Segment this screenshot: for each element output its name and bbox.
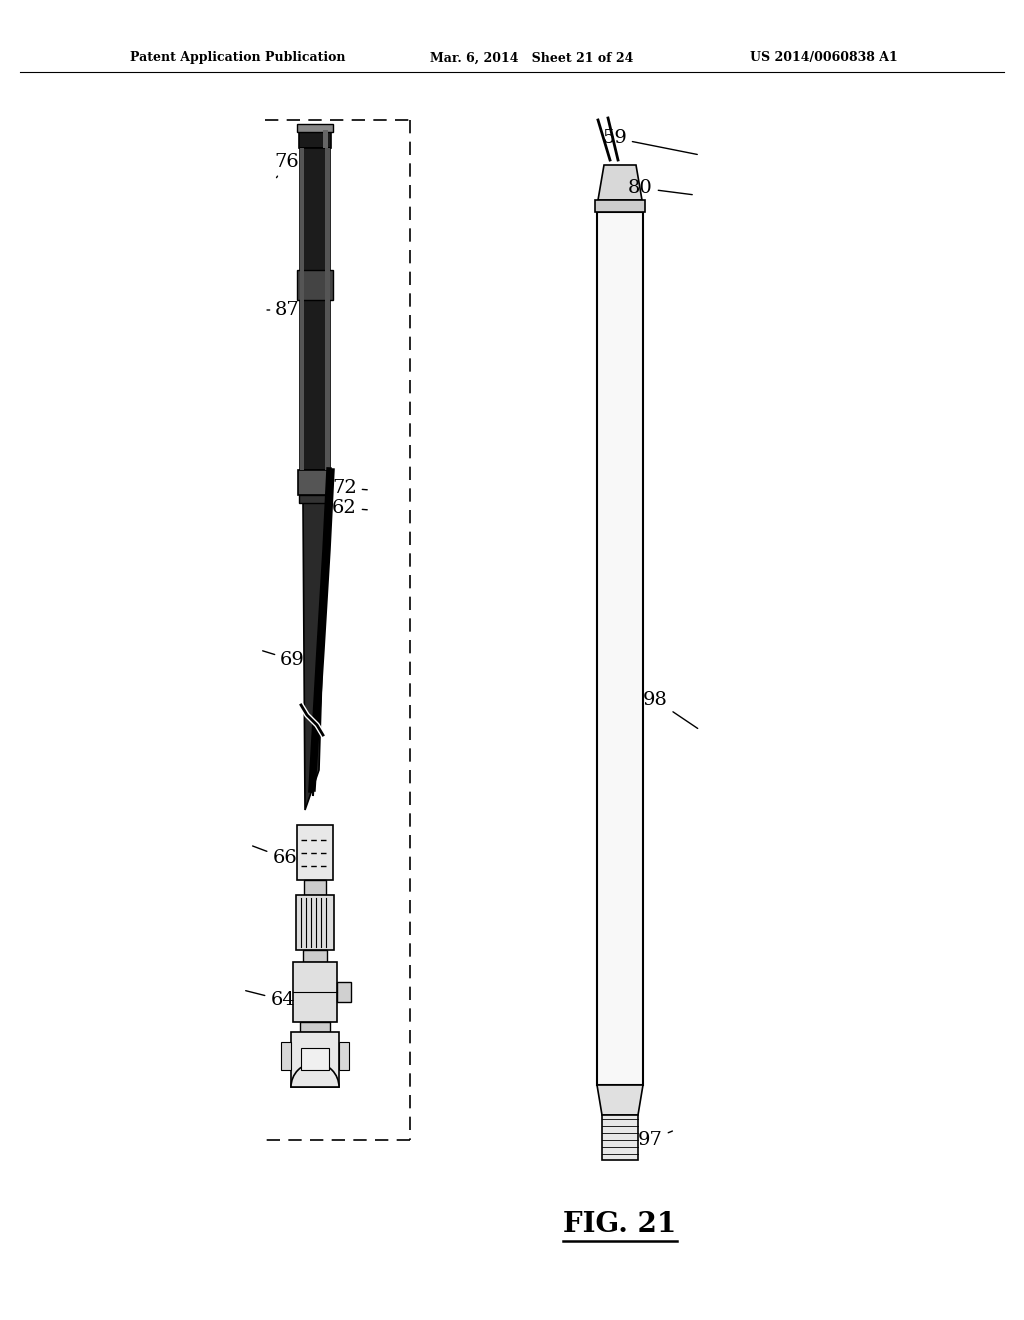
Bar [602,1115,638,1160]
Text: Patent Application Publication: Patent Application Publication [130,51,345,65]
Bar [281,1041,291,1071]
Text: 97: 97 [638,1131,673,1148]
Bar [300,148,330,470]
Text: 66: 66 [253,846,297,867]
Bar [300,148,304,470]
Text: 69: 69 [263,651,305,669]
Text: FIG. 21: FIG. 21 [563,1212,677,1238]
Text: 76: 76 [274,153,299,178]
Bar [595,201,645,213]
Bar [296,895,334,950]
Bar [339,1041,349,1071]
Bar [303,950,327,962]
Bar [301,1048,329,1071]
Bar [337,982,351,1002]
Polygon shape [597,1085,643,1115]
Bar [299,495,331,503]
Bar [323,129,328,148]
Bar [297,124,333,132]
Text: 98: 98 [643,690,697,729]
Bar [298,470,332,495]
Polygon shape [303,503,327,810]
Text: Mar. 6, 2014   Sheet 21 of 24: Mar. 6, 2014 Sheet 21 of 24 [430,51,634,65]
Text: 87: 87 [267,301,300,319]
Bar [304,880,326,895]
Polygon shape [598,165,642,201]
Text: 62: 62 [332,499,368,517]
Bar [325,148,330,470]
Bar [297,271,333,300]
Bar [300,1022,330,1032]
Bar [293,962,337,1022]
Text: 80: 80 [628,180,692,197]
Text: 59: 59 [602,129,697,154]
Bar [297,825,333,880]
Bar [597,213,643,1085]
Text: 72: 72 [332,479,368,498]
Bar [299,129,331,148]
Text: 64: 64 [246,991,295,1008]
Bar [291,1032,339,1086]
Wedge shape [291,1063,339,1086]
Text: US 2014/0060838 A1: US 2014/0060838 A1 [750,51,898,65]
